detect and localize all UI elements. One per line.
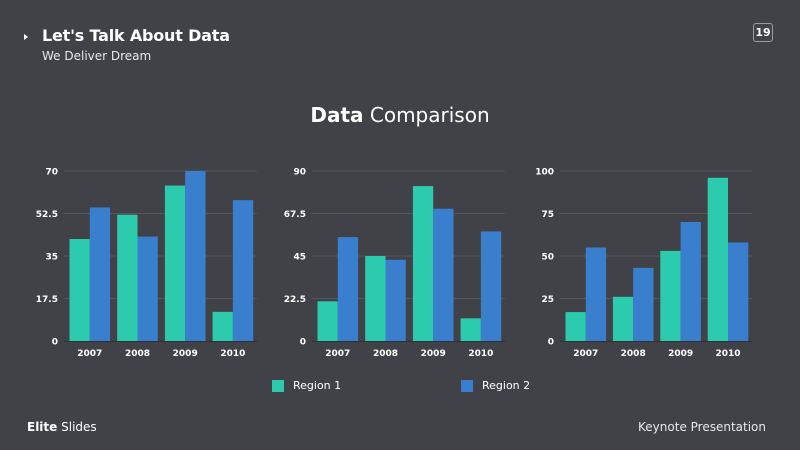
legend-item-region-2: Region 2 [461, 379, 530, 392]
bar-region-2-2007 [585, 247, 607, 341]
y-tick-label: 75 [541, 210, 554, 220]
y-tick-label: 45 [293, 253, 306, 263]
legend-swatch-region-2 [461, 379, 473, 392]
y-tick-label: 0 [52, 338, 58, 348]
main-title: Data Comparison [0, 103, 800, 127]
x-tick-label: 2010 [468, 349, 493, 359]
bar-region-2-2009 [680, 222, 701, 341]
footer-brand-bold: Elite [27, 420, 58, 434]
bar-region-2-2007 [89, 207, 111, 341]
x-tick-label: 2009 [668, 349, 693, 359]
legend-label-region-1: Region 1 [293, 379, 342, 392]
y-tick-label: 0 [300, 338, 306, 348]
x-tick-label: 2007 [325, 349, 350, 359]
page-number-badge: 19 [753, 23, 773, 42]
y-tick-label: 22.5 [284, 295, 306, 305]
y-tick-label: 70 [45, 168, 58, 178]
bar-region-2-2010 [232, 200, 254, 341]
main-title-bold: Data [310, 103, 364, 127]
bar-region-1-2009 [164, 185, 186, 341]
main-title-regular: Comparison [369, 103, 490, 127]
bar-region-1-2007 [69, 239, 90, 341]
header-subtitle: We Deliver Dream [42, 49, 152, 63]
legend-swatch-region-1 [272, 379, 284, 392]
header-arrow-icon [24, 34, 28, 40]
x-tick-label: 2008 [621, 349, 646, 359]
y-tick-label: 50 [541, 253, 554, 263]
x-tick-label: 2008 [373, 349, 398, 359]
y-tick-label: 25 [541, 295, 554, 305]
x-tick-label: 2008 [125, 349, 150, 359]
x-tick-label: 2009 [421, 349, 446, 359]
y-tick-label: 35 [45, 253, 58, 263]
bar-region-2-2009 [185, 171, 206, 341]
x-tick-label: 2009 [173, 349, 198, 359]
legend-label-region-2: Region 2 [482, 379, 531, 392]
bar-region-2-2008 [633, 267, 654, 341]
bar-region-1-2008 [365, 256, 386, 341]
y-tick-label: 52.5 [36, 210, 58, 220]
x-tick-label: 2007 [573, 349, 598, 359]
x-tick-label: 2010 [715, 349, 740, 359]
y-tick-label: 100 [535, 168, 554, 178]
y-tick-label: 17.5 [36, 295, 58, 305]
bar-region-1-2007 [565, 312, 586, 341]
y-tick-label: 90 [293, 168, 306, 178]
legend-item-region-1: Region 1 [272, 379, 341, 392]
bar-region-2-2010 [480, 231, 502, 341]
bar-region-1-2010 [212, 311, 233, 341]
footer-brand-regular: Slides [61, 420, 97, 434]
x-tick-label: 2007 [77, 349, 102, 359]
bar-region-2-2008 [385, 259, 406, 341]
bar-region-2-2008 [137, 236, 158, 341]
bar-region-2-2009 [433, 208, 454, 341]
footer-right-text: Keynote Presentation [638, 420, 766, 434]
bar-region-1-2009 [660, 250, 681, 341]
chart-3: 0 25 50 75 100 2007 2008 2009 2010 [535, 168, 752, 359]
chart-2: 0 22.5 45 67.5 90 2007 2008 2009 2010 [284, 168, 505, 359]
bar-region-2-2007 [337, 237, 359, 341]
bar-region-1-2010 [707, 177, 728, 341]
bar-region-1-2007 [317, 301, 338, 341]
header-title: Let's Talk About Data [42, 26, 230, 45]
y-tick-label: 0 [548, 338, 554, 348]
y-tick-label: 67.5 [284, 210, 306, 220]
bar-region-2-2010 [728, 242, 749, 341]
chart-1: 0 17.5 35 52.5 70 2007 2008 2009 2010 [36, 168, 257, 359]
bar-region-1-2008 [117, 214, 138, 341]
bar-region-1-2009 [412, 186, 434, 341]
footer-brand: Elite Slides [27, 420, 97, 434]
bar-region-1-2008 [612, 296, 634, 341]
bar-region-1-2010 [460, 318, 481, 341]
x-tick-label: 2010 [220, 349, 245, 359]
